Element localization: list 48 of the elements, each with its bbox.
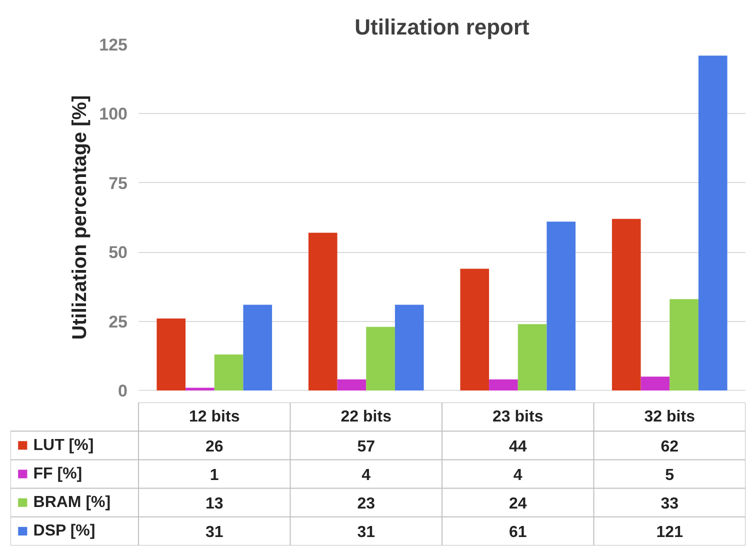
- y-tick-label: 50: [108, 243, 128, 262]
- data-label: 5: [665, 467, 674, 484]
- bar: [489, 379, 518, 390]
- bar: [698, 56, 728, 390]
- bar: [186, 388, 214, 390]
- bar: [394, 304, 424, 390]
- bar: [612, 218, 641, 390]
- y-tick-label: 125: [99, 36, 128, 54]
- data-label: 121: [656, 524, 684, 542]
- data-label: 4: [362, 467, 371, 484]
- x-tick-label: 12 bits: [189, 408, 240, 426]
- data-label: 1: [210, 467, 219, 484]
- bar: [670, 299, 698, 390]
- y-tick-label: 0: [118, 382, 128, 400]
- x-tick-label: 22 bits: [340, 408, 392, 426]
- data-label: 62: [660, 438, 679, 456]
- y-axis-title: Utilization percentage [%]: [69, 95, 92, 340]
- y-tick-label: 75: [108, 174, 128, 193]
- legend-label: BRAM [%]: [33, 494, 111, 512]
- bar: [640, 376, 670, 390]
- data-label: 44: [508, 438, 527, 456]
- x-tick-label: 23 bits: [492, 408, 544, 426]
- chart-title: Utilization report: [354, 14, 530, 40]
- bar: [156, 318, 186, 390]
- data-label: 31: [205, 524, 224, 542]
- y-tick-label: 25: [108, 312, 128, 332]
- bar: [518, 324, 547, 390]
- bar: [337, 379, 366, 390]
- data-label: 26: [205, 438, 224, 456]
- bar: [214, 354, 244, 390]
- legend-label: FF [%]: [33, 466, 82, 482]
- data-label: 4: [513, 467, 522, 484]
- data-label: 33: [660, 496, 679, 513]
- data-label: 23: [357, 496, 376, 513]
- data-label: 24: [508, 496, 527, 513]
- bar: [308, 232, 338, 390]
- bar: [460, 268, 490, 390]
- data-label: 61: [508, 524, 527, 542]
- x-tick-label: 32 bits: [644, 408, 696, 426]
- data-label: 31: [357, 524, 376, 542]
- data-label: 57: [357, 438, 376, 456]
- y-tick-label: 100: [99, 104, 128, 124]
- bar: [546, 222, 576, 390]
- bar: [366, 326, 395, 390]
- legend-label: LUT [%]: [33, 436, 94, 454]
- bar: [243, 304, 272, 390]
- data-label: 13: [205, 496, 224, 513]
- legend-label: DSP [%]: [33, 522, 96, 540]
